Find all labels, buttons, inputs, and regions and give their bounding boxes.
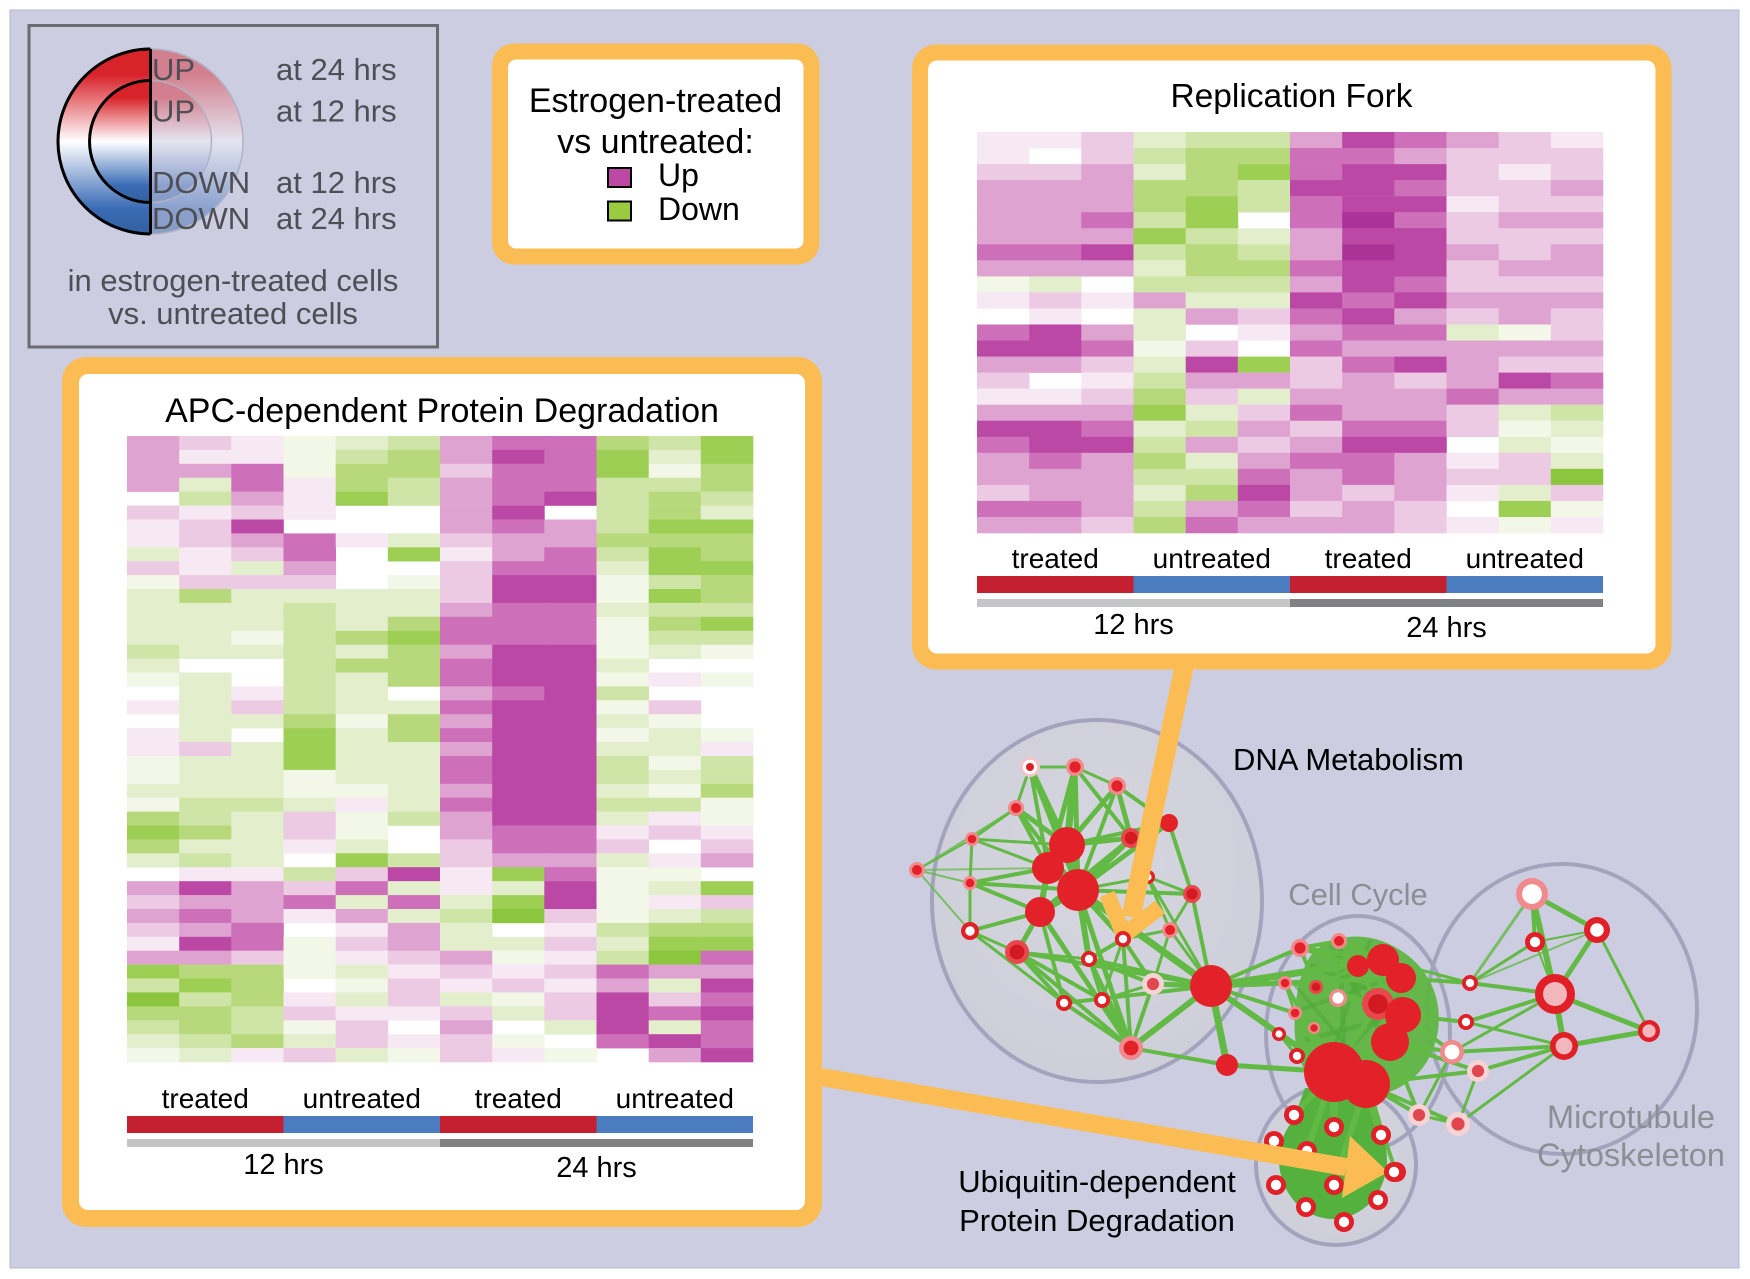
svg-text:at 24 hrs: at 24 hrs xyxy=(276,52,397,87)
svg-text:12 hrs: 12 hrs xyxy=(1093,609,1174,641)
svg-text:at 24 hrs: at 24 hrs xyxy=(276,201,397,236)
svg-text:Up: Up xyxy=(658,157,699,193)
svg-text:12 hrs: 12 hrs xyxy=(243,1149,324,1181)
svg-text:vs. untreated cells: vs. untreated cells xyxy=(108,296,358,331)
svg-text:24 hrs: 24 hrs xyxy=(1406,612,1487,644)
svg-text:Protein Degradation: Protein Degradation xyxy=(959,1203,1235,1238)
svg-text:DNA Metabolism: DNA Metabolism xyxy=(1233,742,1464,777)
svg-text:Down: Down xyxy=(658,191,740,227)
svg-text:Microtubule: Microtubule xyxy=(1547,1099,1715,1135)
svg-text:24 hrs: 24 hrs xyxy=(556,1152,637,1184)
svg-text:treated: treated xyxy=(162,1083,249,1114)
svg-text:Ubiquitin-dependent: Ubiquitin-dependent xyxy=(958,1164,1236,1199)
svg-text:untreated: untreated xyxy=(1466,543,1584,574)
svg-text:UP: UP xyxy=(152,94,195,129)
svg-text:untreated: untreated xyxy=(303,1083,421,1114)
svg-text:Cytoskeleton: Cytoskeleton xyxy=(1537,1137,1725,1173)
svg-text:untreated: untreated xyxy=(616,1083,734,1114)
svg-text:APC-dependent Protein Degradat: APC-dependent Protein Degradation xyxy=(165,392,719,430)
svg-text:UP: UP xyxy=(152,52,195,87)
svg-text:in estrogen-treated cells: in estrogen-treated cells xyxy=(68,263,399,298)
svg-text:treated: treated xyxy=(1325,543,1412,574)
svg-text:Cell Cycle: Cell Cycle xyxy=(1288,877,1428,912)
svg-text:Estrogen-treated: Estrogen-treated xyxy=(529,82,782,120)
svg-text:untreated: untreated xyxy=(1153,543,1271,574)
svg-text:treated: treated xyxy=(475,1083,562,1114)
svg-text:DOWN: DOWN xyxy=(152,165,250,200)
svg-text:DOWN: DOWN xyxy=(152,201,250,236)
svg-text:vs untreated:: vs untreated: xyxy=(557,123,754,161)
svg-text:at 12 hrs: at 12 hrs xyxy=(276,165,397,200)
svg-text:treated: treated xyxy=(1012,543,1099,574)
svg-text:at 12 hrs: at 12 hrs xyxy=(276,94,397,129)
svg-text:Replication Fork: Replication Fork xyxy=(1170,78,1412,115)
